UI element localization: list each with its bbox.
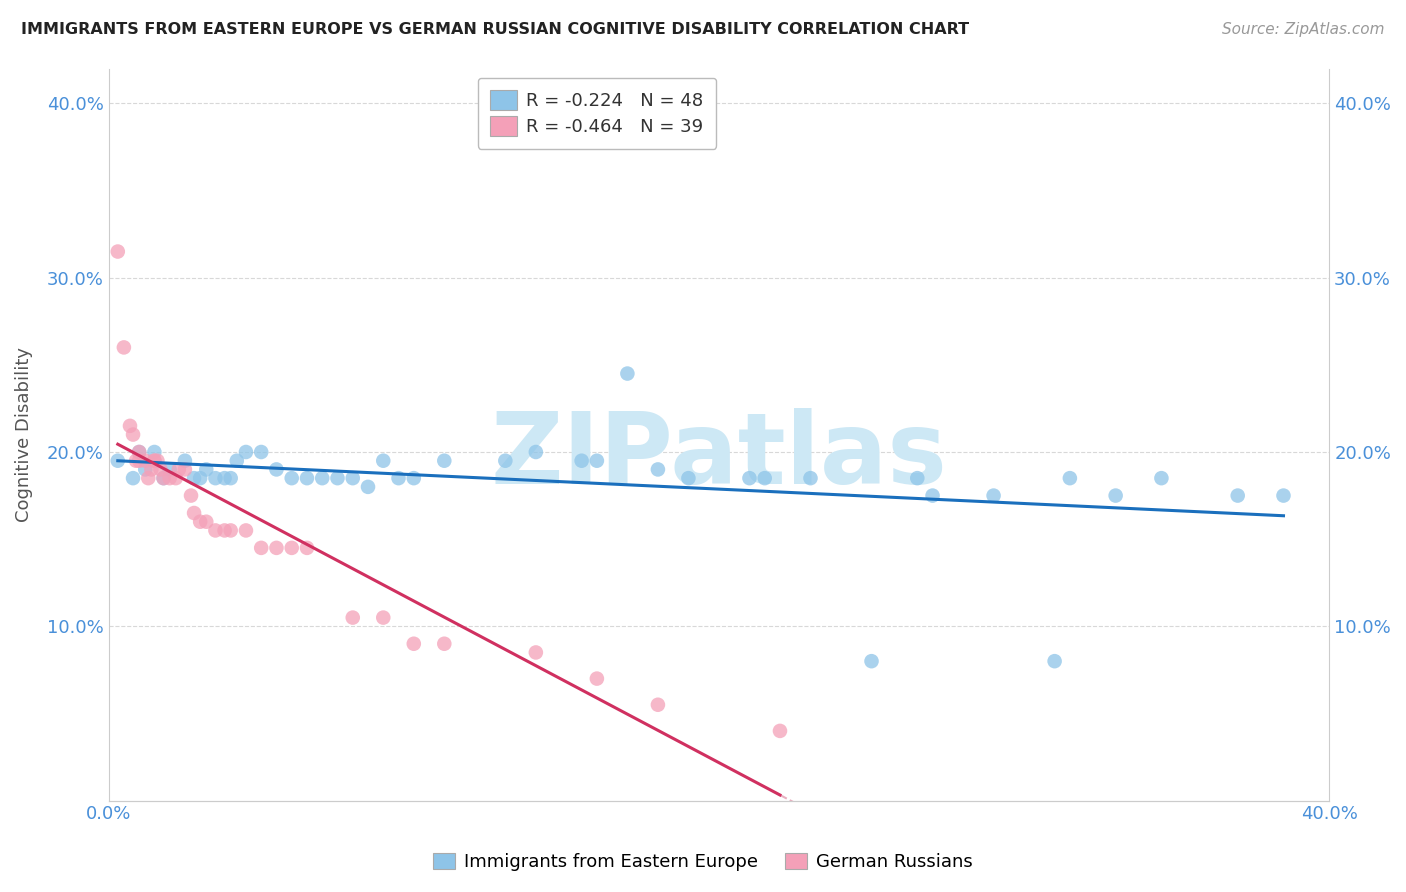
Point: [235, 524, 257, 538]
Point: [387, 471, 409, 485]
Point: [295, 541, 318, 555]
Point: [373, 610, 395, 624]
Point: [586, 672, 609, 686]
Point: [250, 541, 273, 555]
Point: [125, 453, 148, 467]
Point: [571, 453, 593, 467]
Point: [678, 471, 700, 485]
Point: [152, 471, 174, 485]
Point: [128, 445, 150, 459]
Point: [586, 453, 609, 467]
Point: [357, 480, 380, 494]
Point: [204, 524, 226, 538]
Point: [235, 445, 257, 459]
Point: [342, 610, 364, 624]
Point: [1104, 489, 1126, 503]
Point: [149, 462, 172, 476]
Point: [769, 723, 792, 738]
Point: [152, 471, 174, 485]
Point: [905, 471, 928, 485]
Point: [174, 453, 197, 467]
Point: [983, 489, 1005, 503]
Y-axis label: Cognitive Disability: Cognitive Disability: [15, 347, 32, 522]
Point: [143, 453, 166, 467]
Point: [921, 489, 943, 503]
Point: [195, 515, 218, 529]
Point: [266, 541, 288, 555]
Point: [616, 367, 638, 381]
Point: [183, 506, 205, 520]
Point: [174, 462, 197, 476]
Point: [295, 471, 318, 485]
Point: [225, 453, 247, 467]
Text: ZIPatlas: ZIPatlas: [491, 408, 948, 505]
Point: [799, 471, 821, 485]
Point: [326, 471, 349, 485]
Point: [159, 462, 181, 476]
Point: [433, 637, 456, 651]
Point: [250, 445, 273, 459]
Point: [494, 453, 516, 467]
Point: [122, 471, 145, 485]
Point: [165, 471, 187, 485]
Point: [1272, 489, 1295, 503]
Point: [433, 453, 456, 467]
Point: [128, 445, 150, 459]
Point: [402, 471, 425, 485]
Point: [183, 471, 205, 485]
Point: [524, 645, 547, 659]
Point: [219, 524, 242, 538]
Point: [141, 462, 163, 476]
Point: [167, 462, 190, 476]
Point: [280, 541, 302, 555]
Point: [143, 445, 166, 459]
Point: [159, 471, 181, 485]
Point: [647, 698, 669, 712]
Point: [280, 471, 302, 485]
Text: IMMIGRANTS FROM EASTERN EUROPE VS GERMAN RUSSIAN COGNITIVE DISABILITY CORRELATIO: IMMIGRANTS FROM EASTERN EUROPE VS GERMAN…: [21, 22, 969, 37]
Point: [647, 462, 669, 476]
Point: [188, 515, 211, 529]
Point: [1226, 489, 1249, 503]
Point: [107, 244, 129, 259]
Point: [107, 453, 129, 467]
Point: [188, 471, 211, 485]
Legend: R = -0.224   N = 48, R = -0.464   N = 39: R = -0.224 N = 48, R = -0.464 N = 39: [478, 78, 716, 149]
Point: [122, 427, 145, 442]
Point: [373, 453, 395, 467]
Point: [754, 471, 776, 485]
Point: [146, 453, 169, 467]
Point: [219, 471, 242, 485]
Point: [134, 453, 156, 467]
Point: [134, 462, 156, 476]
Point: [524, 445, 547, 459]
Point: [112, 340, 135, 354]
Point: [860, 654, 883, 668]
Point: [195, 462, 218, 476]
Legend: Immigrants from Eastern Europe, German Russians: Immigrants from Eastern Europe, German R…: [426, 846, 980, 879]
Text: Source: ZipAtlas.com: Source: ZipAtlas.com: [1222, 22, 1385, 37]
Point: [402, 637, 425, 651]
Point: [204, 471, 226, 485]
Point: [118, 418, 141, 433]
Point: [143, 453, 166, 467]
Point: [180, 489, 202, 503]
Point: [738, 471, 761, 485]
Point: [342, 471, 364, 485]
Point: [1043, 654, 1066, 668]
Point: [1150, 471, 1173, 485]
Point: [214, 471, 236, 485]
Point: [214, 524, 236, 538]
Point: [136, 471, 159, 485]
Point: [311, 471, 333, 485]
Point: [1059, 471, 1081, 485]
Point: [128, 453, 150, 467]
Point: [266, 462, 288, 476]
